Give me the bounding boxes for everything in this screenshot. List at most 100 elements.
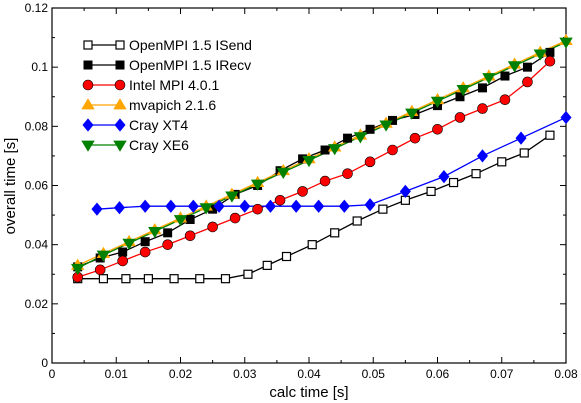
data-point-cray-xe6: [482, 73, 496, 85]
data-point-openmpi-1-5-isend: [220, 274, 231, 284]
legend-label-cray-xe6: Cray XE6: [129, 137, 189, 153]
x-axis-label: calc time [s]: [269, 384, 348, 401]
data-point-cray-xe6: [173, 215, 188, 227]
data-point-intel-mpi-4-0-1: [387, 144, 398, 156]
data-point-cray-xt4: [139, 199, 151, 213]
data-point-intel-mpi-4-0-1: [409, 132, 421, 144]
data-point-cray-xt4: [290, 199, 302, 213]
legend-label-openmpi-1-5-isend: OpenMPI 1.5 ISend: [129, 37, 252, 53]
data-point-cray-xt4: [476, 149, 488, 163]
data-point-intel-mpi-4-0-1: [454, 112, 466, 123]
plot-area: [51, 7, 567, 364]
series-line-openmpi-1-5-irecv: [77, 51, 551, 268]
data-point-cray-xe6: [225, 191, 239, 203]
data-point-cray-xe6: [70, 263, 85, 276]
legend-marker-mvapich-2-1-6: [113, 98, 127, 110]
legend-label-mvapich-2-1-6: mvapich 2.1.6: [129, 97, 216, 113]
data-point-cray-xt4: [239, 199, 251, 213]
legend-marker-intel-mpi-4-0-1: [114, 79, 126, 91]
data-point-cray-xe6: [533, 49, 548, 61]
legend-marker-cray-xe6: [113, 140, 127, 152]
data-point-openmpi-1-5-irecv: [388, 115, 398, 125]
data-point-intel-mpi-4-0-1: [297, 186, 308, 197]
data-point-openmpi-1-5-irecv: [320, 145, 330, 155]
data-point-openmpi-1-5-irecv: [185, 215, 195, 225]
data-point-intel-mpi-4-0-1: [207, 221, 218, 233]
data-point-cray-xt4: [91, 202, 103, 216]
legend: OpenMPI 1.5 ISend OpenMPI 1.5 IRecv Intel …: [81, 37, 252, 153]
data-point-intel-mpi-4-0-1: [117, 255, 128, 267]
legend-marker-openmpi-1-5-irecv: [83, 60, 93, 70]
data-point-cray-xt4: [338, 199, 350, 213]
data-point-cray-xe6: [276, 167, 291, 179]
data-point-cray-xe6: [379, 120, 393, 132]
x-tick-label: 0.02: [169, 367, 193, 381]
data-point-openmpi-1-5-isend: [169, 274, 179, 284]
data-point-openmpi-1-5-irecv: [455, 92, 465, 102]
x-tick-label: 0.06: [426, 367, 450, 381]
data-point-cray-xe6: [122, 238, 136, 250]
y-tick-label: 0.04: [25, 238, 49, 252]
series-line-intel-mpi-4-0-1: [77, 60, 551, 278]
legend-marker-cray-xe6: [81, 140, 95, 152]
data-point-intel-mpi-4-0-1: [229, 212, 241, 224]
data-point-cray-xe6: [559, 37, 573, 49]
data-point-cray-xe6: [430, 96, 445, 108]
data-point-cray-xe6: [327, 144, 342, 156]
data-point-cray-xt4: [165, 199, 177, 213]
data-point-cray-xe6: [302, 155, 316, 168]
data-point-cray-xe6: [96, 250, 111, 262]
data-point-openmpi-1-5-isend: [497, 157, 507, 167]
legend-marker-cray-xt4: [82, 118, 94, 132]
data-point-cray-xe6: [199, 203, 213, 215]
data-point-openmpi-1-5-irecv: [477, 83, 487, 93]
data-point-openmpi-1-5-isend: [195, 274, 205, 284]
data-point-cray-xt4: [264, 199, 276, 213]
data-point-cray-xe6: [456, 84, 470, 97]
legend-marker-openmpi-1-5-isend: [83, 40, 93, 50]
data-point-intel-mpi-4-0-1: [364, 156, 376, 168]
data-point-openmpi-1-5-isend: [519, 148, 529, 158]
data-point-openmpi-1-5-isend: [545, 130, 555, 140]
y-tick-label: 0.1: [31, 60, 48, 74]
data-point-intel-mpi-4-0-1: [252, 203, 263, 215]
data-point-openmpi-1-5-irecv: [140, 237, 150, 247]
data-point-openmpi-1-5-isend: [378, 204, 388, 214]
series-markers: [70, 33, 573, 284]
data-point-openmpi-1-5-irecv: [545, 47, 555, 57]
legend-label-cray-xt4: Cray XT4: [129, 117, 188, 133]
data-point-cray-xe6: [405, 108, 419, 120]
data-point-cray-xt4: [213, 199, 225, 213]
data-point-cray-xt4: [560, 110, 572, 125]
data-point-openmpi-1-5-isend: [143, 274, 153, 284]
y-tick-label: 0.06: [25, 179, 49, 193]
data-point-openmpi-1-5-isend: [448, 177, 459, 188]
axis-ticks: 0 0.01 0.02 0.03 0.04 0.05 0.06 0.07 0.08 0 0.02 0.…: [25, 1, 578, 381]
data-point-openmpi-1-5-isend: [426, 186, 436, 197]
data-point-cray-xe6: [507, 61, 522, 73]
legend-marker-openmpi-1-5-isend: [115, 40, 125, 50]
data-point-intel-mpi-4-0-1: [544, 55, 556, 67]
y-tick-label: 0: [41, 356, 48, 370]
data-point-cray-xe6: [148, 226, 162, 239]
data-point-cray-xt4: [438, 170, 450, 184]
data-point-openmpi-1-5-isend: [121, 274, 131, 284]
x-tick-label: 0.08: [554, 367, 578, 381]
data-point-openmpi-1-5-irecv: [365, 124, 375, 134]
data-point-intel-mpi-4-0-1: [522, 76, 533, 88]
legend-marker-openmpi-1-5-irecv: [115, 60, 125, 70]
data-point-intel-mpi-4-0-1: [94, 264, 106, 276]
data-point-cray-xt4: [113, 201, 125, 215]
y-tick-label: 0.02: [25, 297, 49, 311]
legend-marker-cray-xt4: [114, 118, 126, 132]
data-point-cray-xt4: [313, 199, 325, 213]
data-point-intel-mpi-4-0-1: [162, 239, 173, 250]
data-point-intel-mpi-4-0-1: [432, 123, 443, 135]
data-point-openmpi-1-5-isend: [98, 274, 109, 284]
data-point-openmpi-1-5-irecv: [163, 228, 173, 238]
legend-label-openmpi-1-5-irecv: OpenMPI 1.5 IRecv: [129, 57, 251, 73]
x-tick-label: 0.01: [105, 367, 129, 381]
data-point-openmpi-1-5-irecv: [500, 71, 510, 81]
data-point-cray-xt4: [187, 199, 199, 213]
